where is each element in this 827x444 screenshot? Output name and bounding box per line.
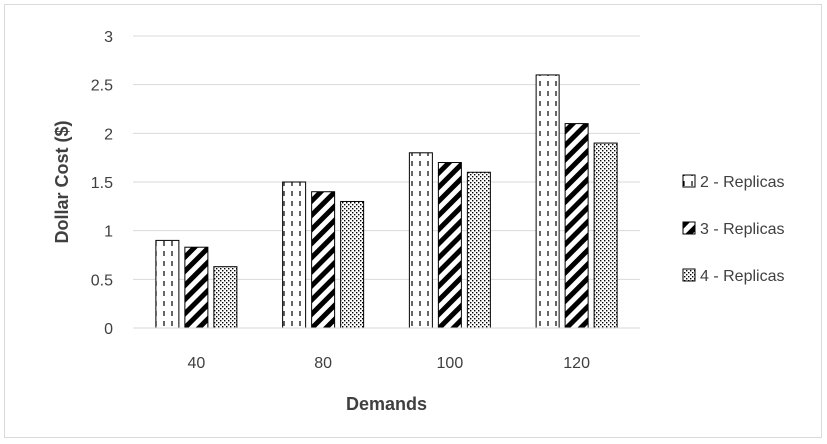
y-tick-label: 3 [104,29,113,46]
gridlines [133,35,640,280]
legend-label: 3 - Replicas [700,221,784,238]
x-tick-label: 40 [187,355,205,372]
bar-3-replicas-100 [437,162,462,329]
legend-swatch [682,221,696,235]
bars [155,74,618,329]
legend-label: 2 - Replicas [700,174,784,191]
y-tick-label: 0 [104,321,113,338]
x-tick-label: 120 [563,355,590,372]
y-axis-ticks: 0 0.5 1 1.5 2 2.5 3 [91,29,113,338]
legend-label: 4 - Replicas [700,268,784,285]
bar-3-replicas-120 [564,123,589,329]
bar-2-replicas-120 [535,74,560,329]
x-axis-ticks: 40 80 100 120 [187,355,590,372]
legend: 2 - Replicas 3 - Replicas 4 - Replicas [682,174,784,285]
bar-2-replicas-40 [155,239,180,329]
bar-4-replicas-80 [340,200,365,329]
bar-4-replicas-120 [593,142,618,329]
legend-swatch [682,174,696,188]
y-tick-label: 1 [104,224,113,241]
bar-2-replicas-80 [282,181,307,329]
y-tick-label: 1.5 [91,175,113,192]
bar-3-replicas-80 [311,191,336,329]
y-tick-label: 2.5 [91,78,113,95]
bar-2-replicas-100 [408,152,433,329]
x-tick-label: 80 [314,355,332,372]
bar-4-replicas-100 [466,171,491,329]
legend-swatch [682,268,696,282]
bar-4-replicas-40 [213,266,238,329]
y-tick-label: 0.5 [91,272,113,289]
y-axis-title: Dollar Cost ($) [52,120,72,243]
bar-3-replicas-40 [184,246,209,329]
x-axis-title: Demands [346,394,427,414]
x-tick-label: 100 [437,355,464,372]
y-tick-label: 2 [104,126,113,143]
